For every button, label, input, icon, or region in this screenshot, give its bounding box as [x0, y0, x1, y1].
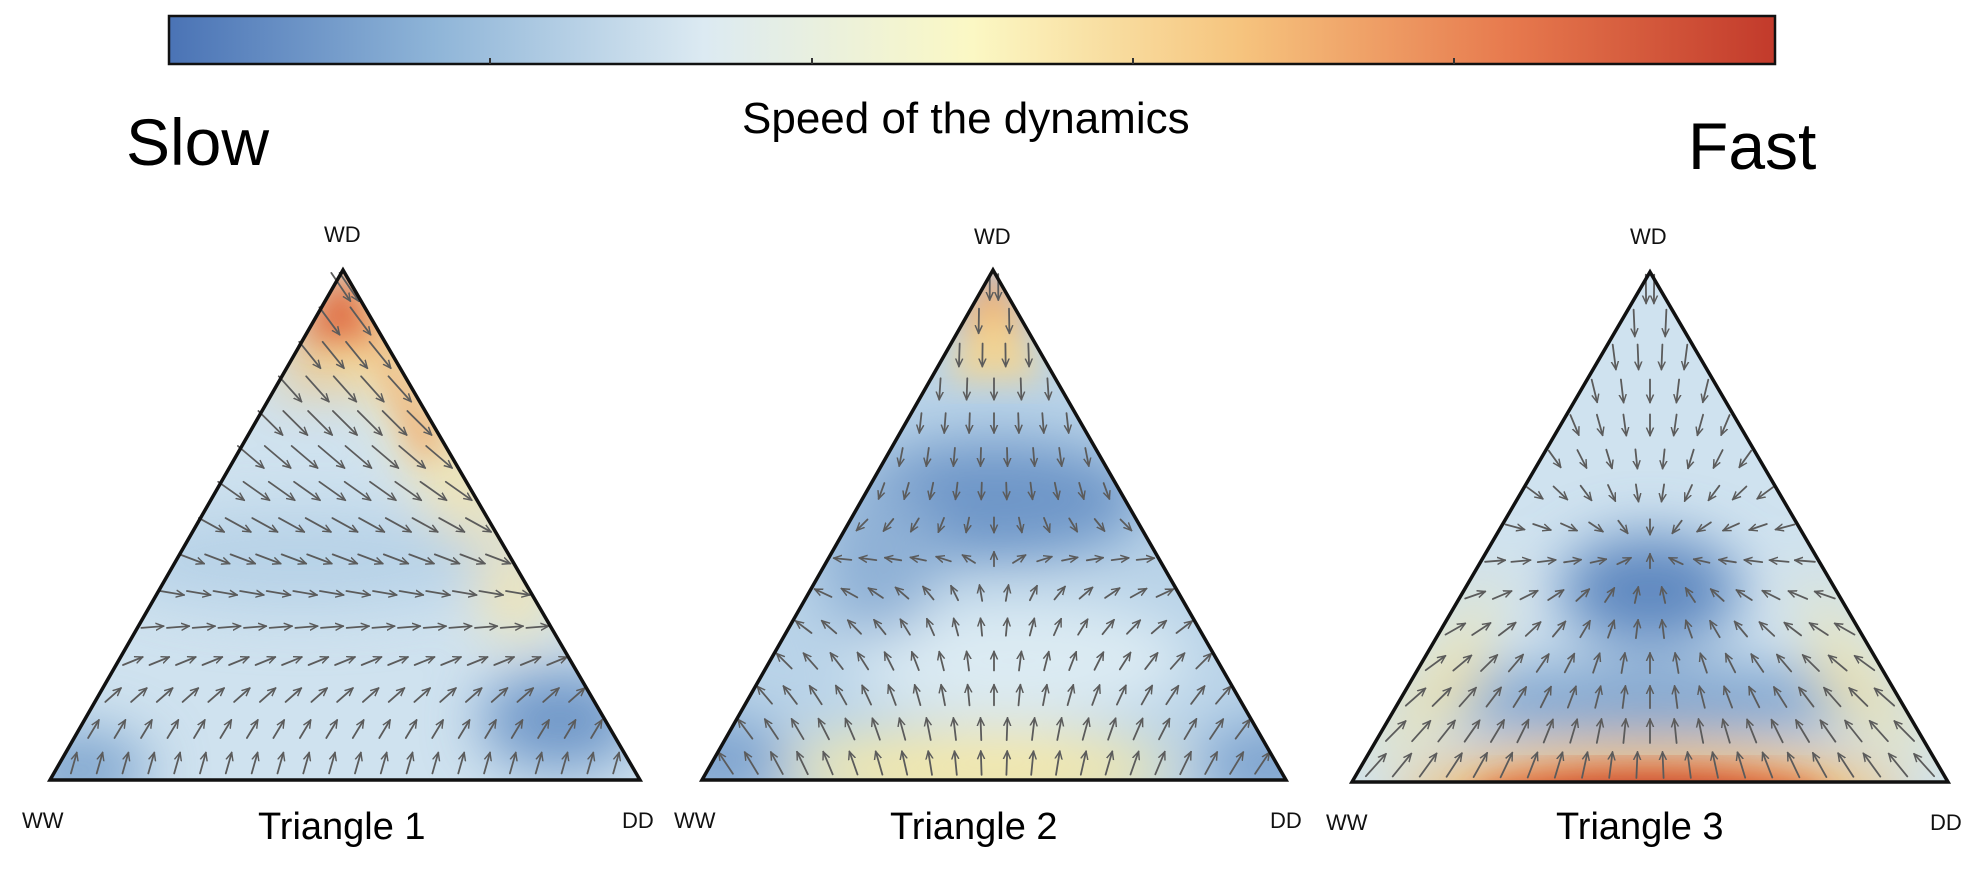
vertex-left-label-3: WW	[1326, 810, 1368, 836]
flow-arrow	[1021, 378, 1022, 399]
triangle-2	[650, 260, 1340, 810]
flow-arrow	[1661, 345, 1662, 370]
colorbar-title: Speed of the dynamics	[742, 94, 1190, 144]
flow-arrow	[1018, 413, 1019, 433]
colorbar	[169, 16, 1775, 64]
flow-arrow	[1663, 752, 1664, 778]
vertex-right-label-2: DD	[1270, 808, 1302, 834]
flow-arrow	[967, 378, 968, 399]
flow-arrow	[1007, 718, 1008, 740]
vertex-left-label-1: WW	[22, 808, 64, 834]
vertex-right-label-1: DD	[622, 808, 654, 834]
triangle-1-title: Triangle 1	[258, 806, 426, 849]
vertex-left-label-2: WW	[674, 808, 716, 834]
vertex-right-label-3: DD	[1930, 810, 1962, 836]
vertex-top-label-3: WD	[1630, 224, 1667, 250]
speed-field-2	[650, 260, 1340, 810]
flow-arrow	[1028, 344, 1029, 367]
slow-label: Slow	[126, 104, 269, 180]
flow-arrow	[1007, 448, 1008, 466]
flow-arrow	[959, 344, 960, 367]
flow-arrow	[1636, 752, 1637, 778]
vertex-top-label-2: WD	[974, 224, 1011, 250]
flow-arrow	[1634, 310, 1635, 337]
flow-arrow	[1665, 310, 1666, 337]
flow-arrow	[1638, 345, 1639, 370]
flow-arrow	[981, 483, 982, 500]
flow-arrow	[1006, 751, 1007, 775]
flow-arrow	[1006, 483, 1007, 500]
speed-field-1	[10, 260, 650, 810]
fast-label: Fast	[1688, 108, 1816, 184]
triangle-3-title: Triangle 3	[1556, 806, 1724, 849]
triangle-3	[1342, 262, 1958, 855]
vertex-top-label-1: WD	[324, 222, 361, 248]
flow-arrow	[981, 448, 982, 466]
triangle-2-title: Triangle 2	[890, 806, 1058, 849]
flow-arrow	[981, 751, 982, 775]
flow-arrow	[969, 413, 970, 433]
flow-arrow	[981, 718, 982, 740]
triangle-1	[10, 260, 650, 810]
